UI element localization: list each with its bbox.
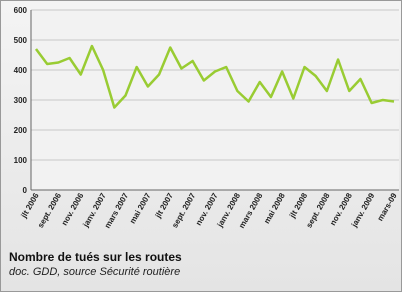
- y-tick-label: 600: [14, 6, 28, 15]
- x-tick-label: mai 2008: [262, 191, 287, 225]
- chart-title: Nombre de tués sur les routes: [9, 250, 182, 264]
- chart-subtitle: doc. GDD, source Sécurité routière: [9, 266, 181, 278]
- x-tick-label: jlt 2007: [153, 191, 175, 220]
- x-tick-label: mai 2007: [128, 191, 153, 225]
- y-tick-label: 100: [14, 156, 28, 165]
- y-tick-label: 400: [14, 66, 28, 75]
- data-line: [34, 44, 395, 109]
- x-tick-label: jlt 2008: [287, 191, 309, 220]
- x-tick-label: jlt 2006: [19, 191, 41, 220]
- y-tick-label: 500: [14, 36, 28, 45]
- x-tick-label: mars-09: [376, 191, 399, 223]
- y-tick-label: 200: [14, 126, 28, 135]
- y-tick-label: 0: [23, 186, 28, 195]
- y-tick-label: 300: [14, 96, 28, 105]
